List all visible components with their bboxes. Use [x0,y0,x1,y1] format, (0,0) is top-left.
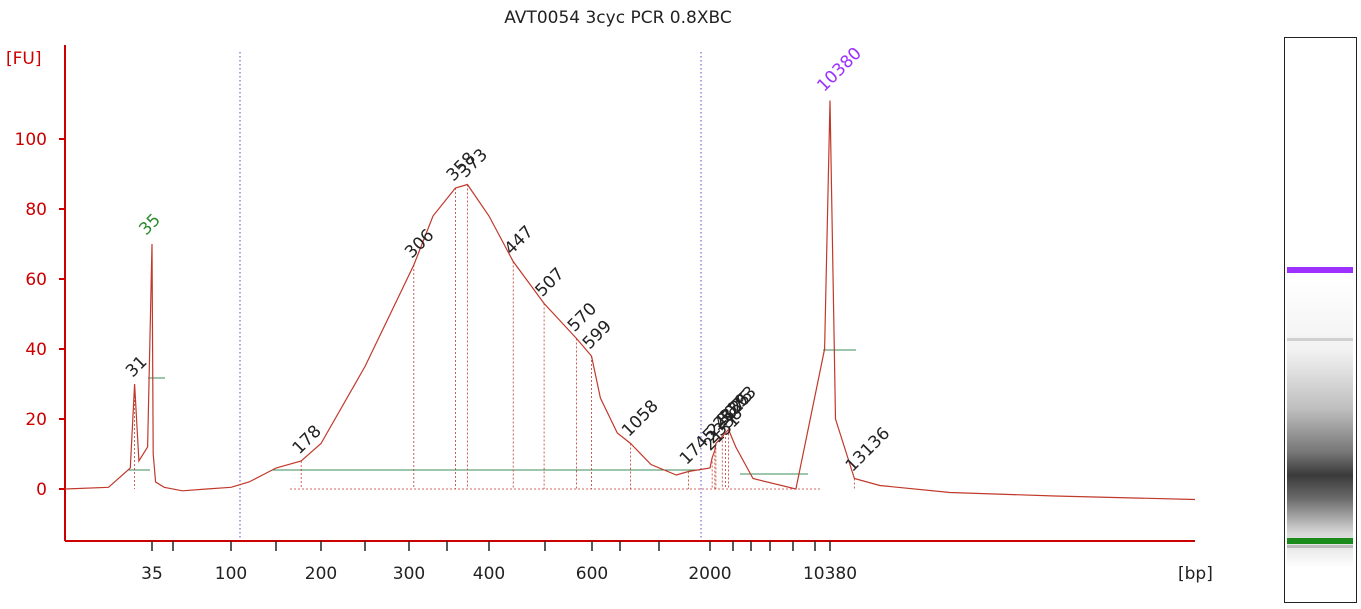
gel-lane-image [1284,37,1357,603]
peak-label: 306 [401,225,438,262]
y-tick-label: 60 [25,270,47,290]
x-tick-label: 200 [305,564,337,584]
y-tick-label: 0 [36,480,47,500]
peak-label: 31 [122,352,151,381]
y-axis-label: [FU] [6,49,42,69]
x-tick-label: 100 [215,564,247,584]
x-tick-label: 35 [141,564,163,584]
y-tick-label: 40 [25,340,47,360]
marker-label: 10380 [813,44,865,96]
x-axis-label: [bp] [1178,564,1213,584]
peak-label: 507 [531,264,568,301]
gel-band-upper-marker [1287,267,1353,273]
gel-smear [1287,278,1353,568]
x-tick-label: 10380 [803,564,857,584]
gel-band-lower-marker [1287,538,1353,544]
peak-label: 447 [501,222,538,259]
gel-band-mid [1287,338,1353,341]
y-tick-label: 80 [25,200,47,220]
gel-band-lower-faint [1287,545,1353,548]
peak-label: 178 [289,421,326,458]
y-tick-label: 100 [15,130,47,150]
peak-label: 13136 [842,424,894,476]
electropherogram-chart: AVT0054 3cyc PCR 0.8XBC [FU] [bp] 0 20 40 6… [6,8,1213,584]
x-tick-label: 600 [576,564,608,584]
x-tick-label: 300 [393,564,425,584]
y-tick-label: 20 [25,410,47,430]
x-tick-label: 2000 [688,564,731,584]
x-tick-label: 400 [473,564,505,584]
chart-title: AVT0054 3cyc PCR 0.8XBC [504,8,731,28]
peak-label: 1058 [618,396,663,441]
marker-label: 35 [135,210,164,239]
